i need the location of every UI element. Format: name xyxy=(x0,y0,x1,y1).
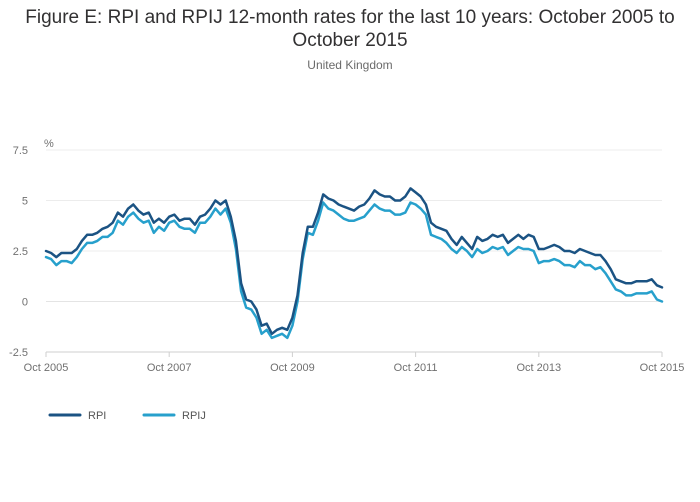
legend-label: RPIJ xyxy=(182,410,206,422)
series-line-rpi xyxy=(44,187,664,336)
y-axis-label: % xyxy=(44,138,54,150)
legend-item-rpij[interactable]: RPIJ xyxy=(142,410,206,422)
y-tick-label: 0 xyxy=(22,297,28,309)
legend: RPI RPIJ xyxy=(48,410,206,422)
y-tick-label: 2.5 xyxy=(13,246,28,258)
x-tick-label: Oct 2013 xyxy=(516,362,561,374)
series-line-rpij xyxy=(44,201,664,340)
y-axis: 7.5 5 2.5 0 -2.5 xyxy=(9,145,28,359)
x-axis: Oct 2005 Oct 2007 Oct 2009 Oct 2011 Oct 2013… xyxy=(24,351,685,374)
chart-title: Figure E: RPI and RPIJ 12-month rates fo… xyxy=(25,7,675,51)
x-tick-label: Oct 2005 xyxy=(24,362,69,374)
legend-label: RPI xyxy=(88,410,106,422)
y-tick-label: 7.5 xyxy=(13,145,28,157)
chart-subtitle: United Kingdom xyxy=(307,58,393,72)
x-tick-label: Oct 2011 xyxy=(394,362,438,374)
x-tick-label: Oct 2009 xyxy=(270,362,315,374)
legend-item-rpi[interactable]: RPI xyxy=(48,410,106,422)
x-tick-label: Oct 2007 xyxy=(147,362,192,374)
y-tick-label: -2.5 xyxy=(9,347,28,359)
y-tick-label: 5 xyxy=(22,196,28,208)
series-lines xyxy=(44,187,664,340)
x-tick-label: Oct 2015 xyxy=(640,362,685,374)
